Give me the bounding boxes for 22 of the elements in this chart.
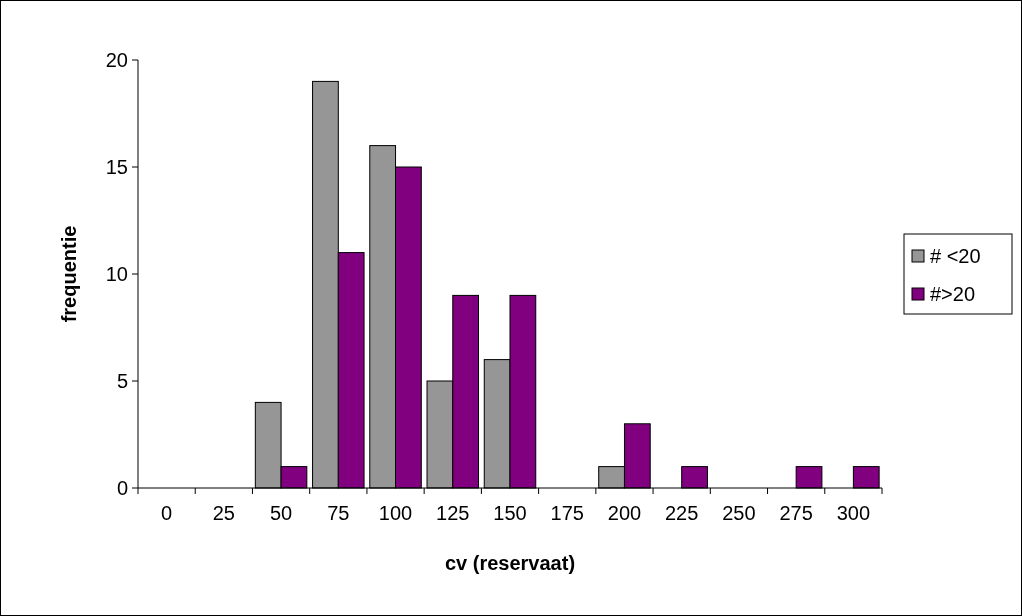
- x-tick-label: 75: [327, 502, 350, 524]
- x-tick-label: 175: [550, 502, 584, 524]
- x-tick-label: 150: [493, 502, 527, 524]
- legend-label: # <20: [930, 245, 981, 267]
- y-axis-title: frequentie: [58, 225, 80, 323]
- y-tick-label: 10: [105, 263, 128, 285]
- y-tick-label: 0: [116, 477, 128, 499]
- x-tick-label: 250: [722, 502, 756, 524]
- x-tick-label: 275: [779, 502, 813, 524]
- x-tick-label: 200: [607, 502, 642, 524]
- x-tick-label: 300: [836, 502, 871, 524]
- y-tick-label: 20: [105, 49, 128, 71]
- x-axis-title: cv (reservaat): [444, 552, 576, 574]
- x-tick-label: 0: [161, 502, 173, 524]
- x-tick-label: 125: [436, 502, 470, 524]
- x-tick-label: 225: [665, 502, 699, 524]
- x-tick-label: 25: [212, 502, 235, 524]
- legend-label: #>20: [930, 283, 976, 305]
- y-tick-label: 15: [105, 156, 128, 178]
- x-tick-label: 50: [269, 502, 293, 524]
- x-tick-label: 100: [378, 502, 413, 524]
- y-tick-label: 5: [116, 370, 128, 392]
